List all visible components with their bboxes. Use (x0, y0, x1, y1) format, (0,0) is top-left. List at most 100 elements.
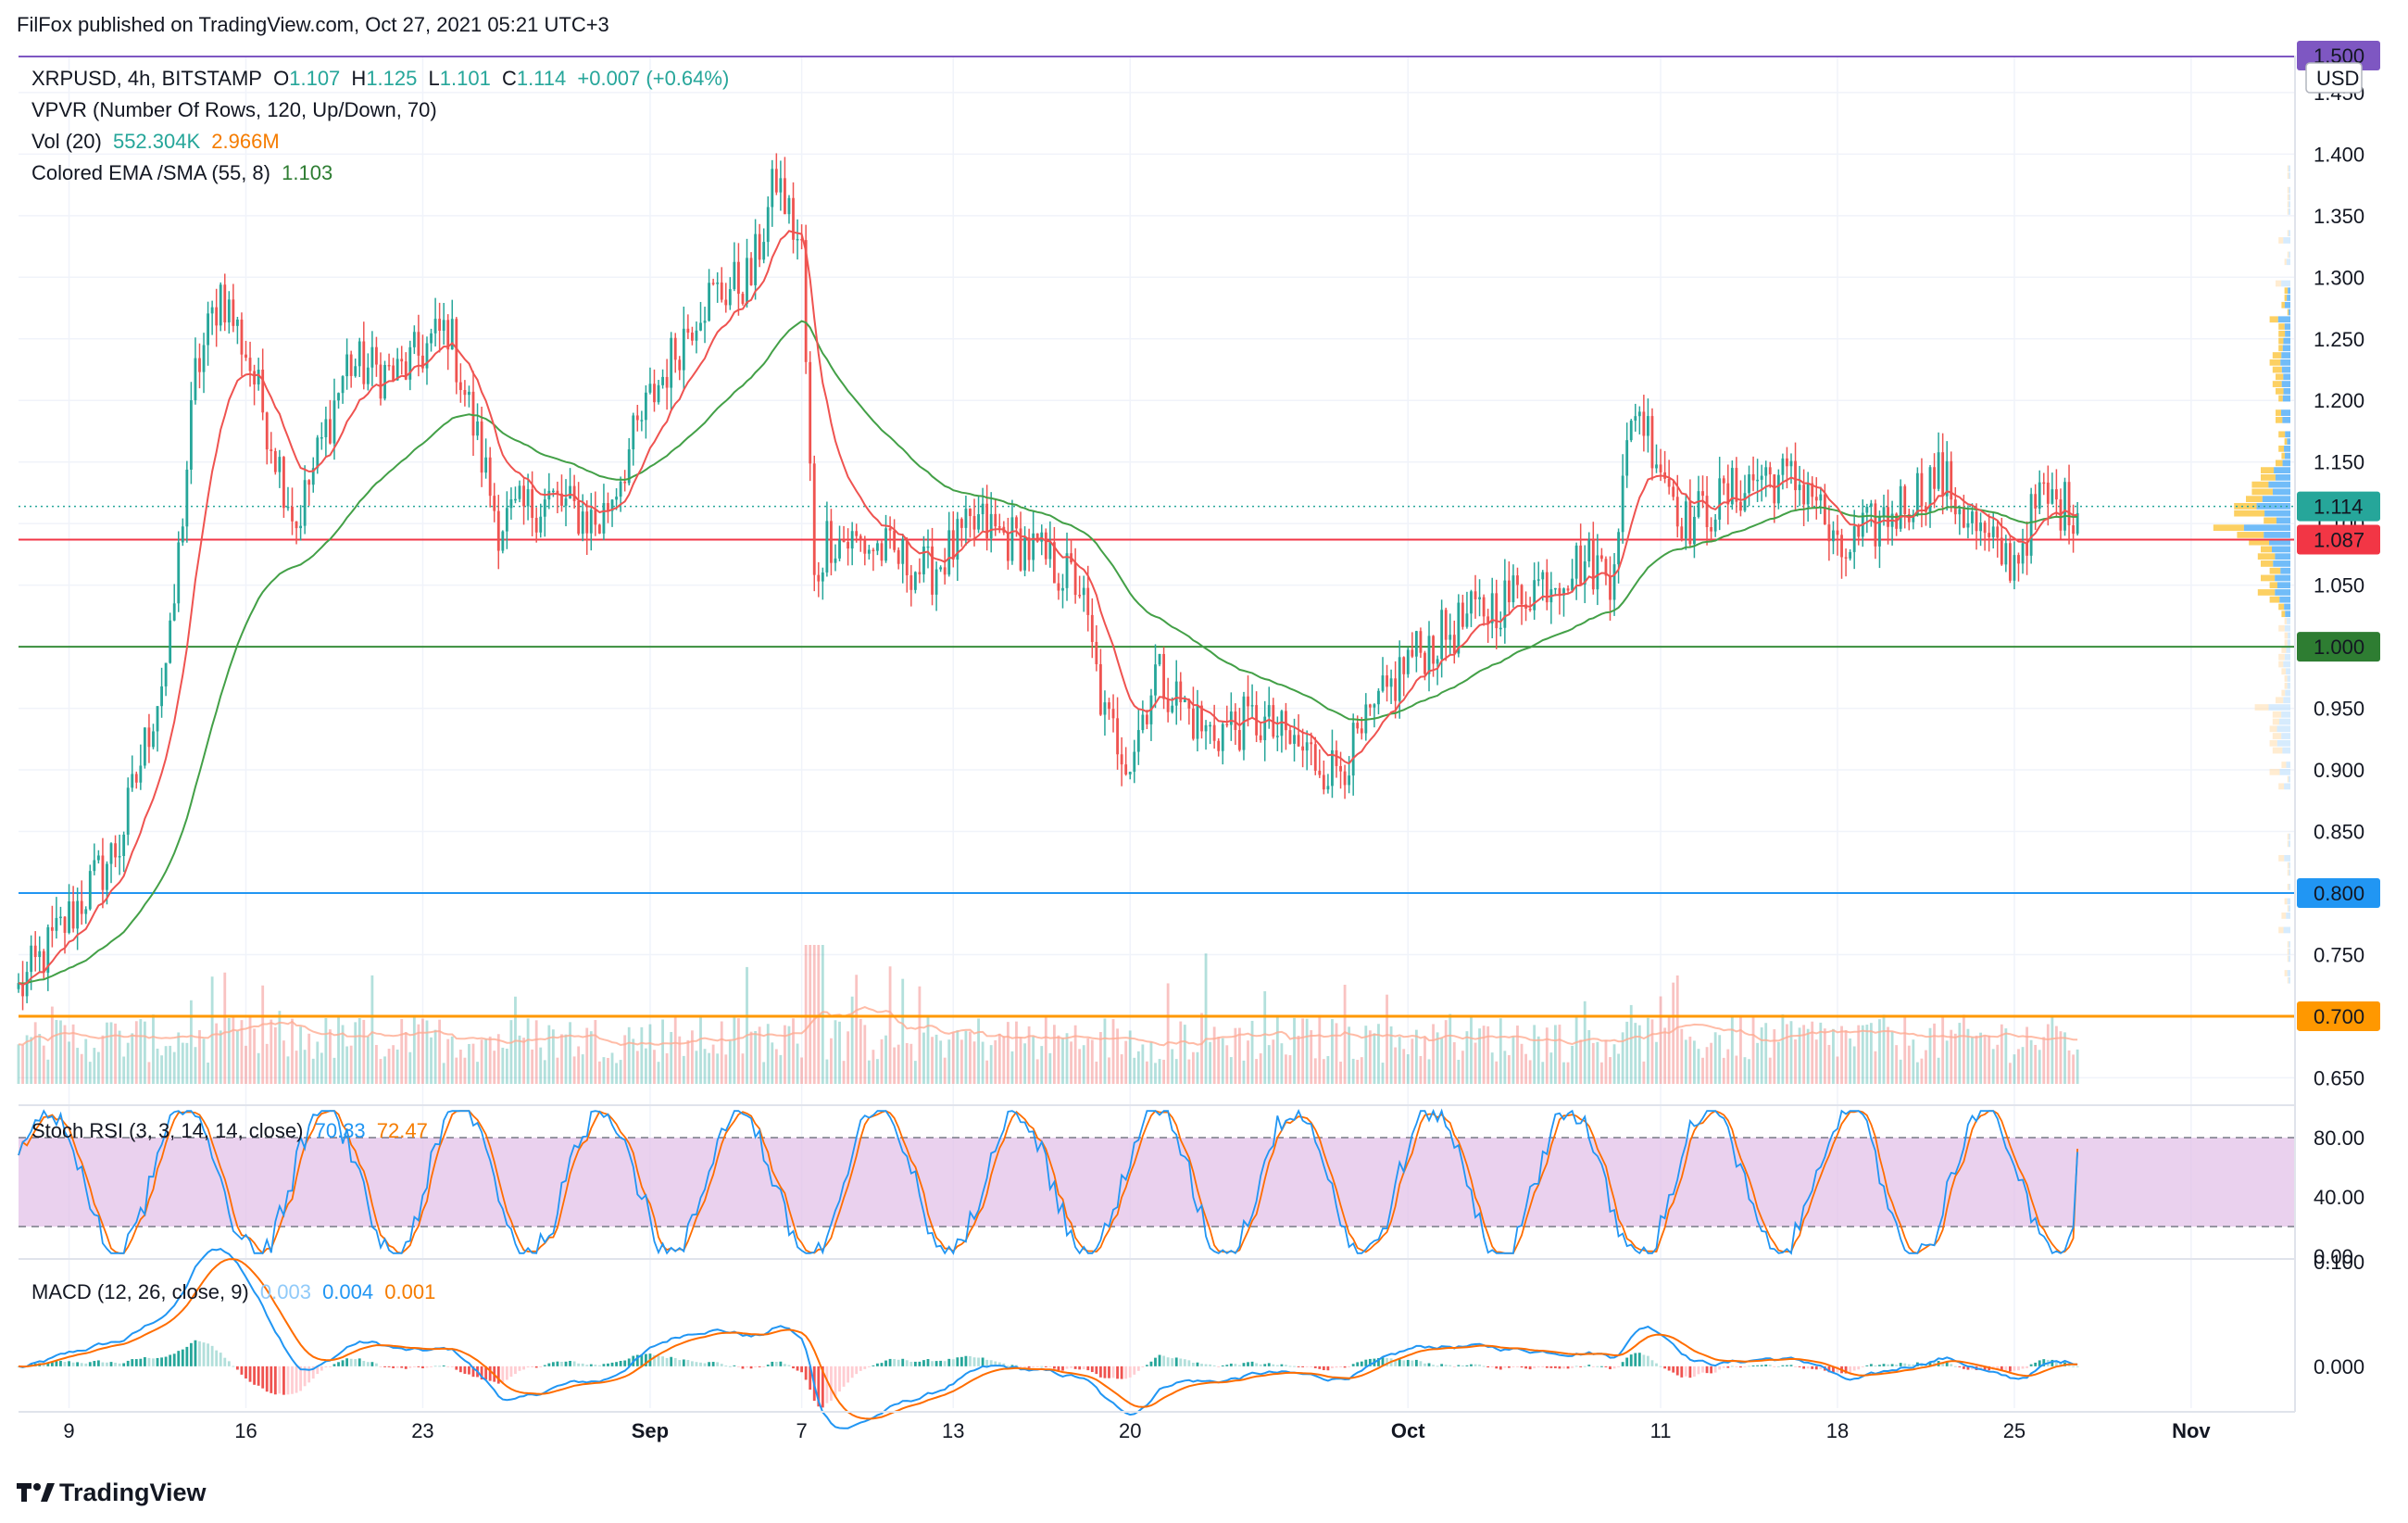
macd-histogram-bar (1789, 1365, 1793, 1366)
candle-body (1078, 595, 1082, 597)
macd-histogram-bar (1739, 1366, 1742, 1368)
candle-body (1402, 657, 1406, 674)
macd-histogram-bar (627, 1358, 631, 1366)
vpvr-row-up (2286, 647, 2290, 653)
candle-body (232, 299, 235, 326)
volume-bar (1490, 1052, 1494, 1084)
macd-histogram-bar (1136, 1366, 1140, 1371)
vpvr-row-up (2287, 438, 2290, 445)
candle-body (1247, 696, 1249, 707)
volume-bar (1786, 1024, 1788, 1084)
macd-histogram-bar (1507, 1366, 1511, 1368)
volume-bar (2017, 1049, 2020, 1084)
macd-histogram-bar (1672, 1366, 1675, 1373)
price-tick-label: 1.400 (2314, 143, 2364, 166)
candle-body (1599, 555, 1603, 560)
candle-body (1583, 561, 1587, 585)
candle-body (505, 508, 508, 532)
volume-bar (809, 945, 812, 1084)
volume-bar (754, 1030, 758, 1084)
macd-histogram-bar (1852, 1366, 1856, 1371)
macd-histogram-bar (1768, 1365, 1772, 1366)
volume-legend[interactable]: Vol (20) 552.304K 2.966M (31, 130, 285, 154)
macd-histogram-bar (88, 1362, 92, 1366)
candle-body (1966, 522, 1970, 528)
candle-body (354, 366, 357, 376)
vpvr-row-up (2276, 582, 2290, 589)
tradingview-logo[interactable]: TradingView (17, 1479, 207, 1507)
vpvr-row-up (2285, 610, 2290, 618)
volume-bar (1052, 1025, 1056, 1084)
candle-body (1937, 452, 1940, 489)
macd-histogram-bar (1844, 1366, 1848, 1374)
macd-histogram-bar (850, 1366, 854, 1378)
candle-body (1250, 705, 1254, 707)
macd-histogram-bar (1735, 1366, 1738, 1367)
candle-body (644, 392, 647, 421)
candle-body (1988, 533, 1991, 537)
volume-bar (771, 1042, 774, 1084)
candle-body (1781, 458, 1785, 475)
volume-bar (1642, 1061, 1646, 1084)
candle-body (534, 517, 538, 533)
vpvr-row-up (2281, 352, 2290, 359)
macd-histogram-bar (1280, 1364, 1284, 1366)
macd-legend[interactable]: MACD (12, 26, close, 9) 0.003 0.004 0.00… (31, 1280, 441, 1304)
volume-bar (838, 1021, 841, 1084)
volume-bar (531, 1049, 534, 1084)
currency-box-bg (2305, 62, 2363, 94)
volume-bar (1511, 1036, 1515, 1084)
macd-histogram-bar (1693, 1366, 1696, 1377)
macd-histogram-bar (219, 1353, 222, 1366)
macd-histogram-bar (577, 1363, 581, 1366)
candle-body (1680, 526, 1684, 539)
volume-bar (1427, 1059, 1431, 1084)
vpvr-row-up (2287, 639, 2290, 647)
candle-body (1571, 578, 1574, 591)
macd-histogram-bar (126, 1360, 130, 1366)
macd-histogram-bar (1882, 1364, 1886, 1366)
candle-body (1006, 532, 1010, 561)
macd-histogram-bar (615, 1362, 618, 1366)
stoch-legend[interactable]: Stoch RSI (3, 3, 14, 14, close) 70.33 72… (31, 1119, 433, 1143)
candle-body (597, 524, 601, 534)
volume-bar (619, 1060, 622, 1084)
candle-body (316, 437, 320, 469)
vpvr-row-down (2284, 438, 2288, 445)
candle-body (758, 233, 761, 260)
macd-histogram-bar (1667, 1366, 1671, 1371)
vpvr-row-up (2281, 280, 2290, 287)
candle-body (1440, 610, 1444, 660)
volume-bar (1179, 1021, 1183, 1084)
candle-body (1052, 542, 1056, 584)
macd-histogram-bar (1141, 1366, 1145, 1367)
macd-histogram-bar (295, 1366, 298, 1393)
macd-histogram-bar (994, 1361, 997, 1366)
volume-bar (1915, 1062, 1919, 1084)
macd-histogram-bar (1377, 1358, 1380, 1366)
macd-signal-value: 0.001 (384, 1280, 436, 1303)
macd-histogram-bar (594, 1365, 597, 1366)
volume-bar (1545, 1027, 1549, 1084)
ema-legend[interactable]: Colored EMA /SMA (55, 8) 1.103 (31, 161, 338, 185)
symbol-name[interactable]: XRPUSD, 4h, BITSTAMP (31, 67, 262, 90)
vpvr-row-up (2276, 739, 2290, 747)
vpvr-row-down (2281, 647, 2287, 653)
volume-bar (863, 1025, 867, 1084)
macd-histogram-bar (463, 1366, 467, 1374)
candle-body (1158, 653, 1161, 665)
macd-histogram-bar (468, 1366, 470, 1375)
vpvr-row-up (2288, 208, 2290, 215)
volume-bar (1861, 1025, 1864, 1084)
vpvr-legend[interactable]: VPVR (Number Of Rows, 120, Up/Down, 70) (31, 98, 437, 121)
candle-body (106, 863, 108, 890)
vpvr-row-down (2278, 395, 2283, 402)
macd-histogram-bar (1553, 1366, 1557, 1368)
macd-histogram-bar (1057, 1366, 1060, 1370)
volume-bar (577, 1046, 581, 1084)
volume-bar (1604, 1039, 1608, 1084)
macd-histogram-bar (534, 1366, 538, 1368)
candle-body (362, 341, 366, 384)
macd-histogram-bar (623, 1360, 627, 1366)
